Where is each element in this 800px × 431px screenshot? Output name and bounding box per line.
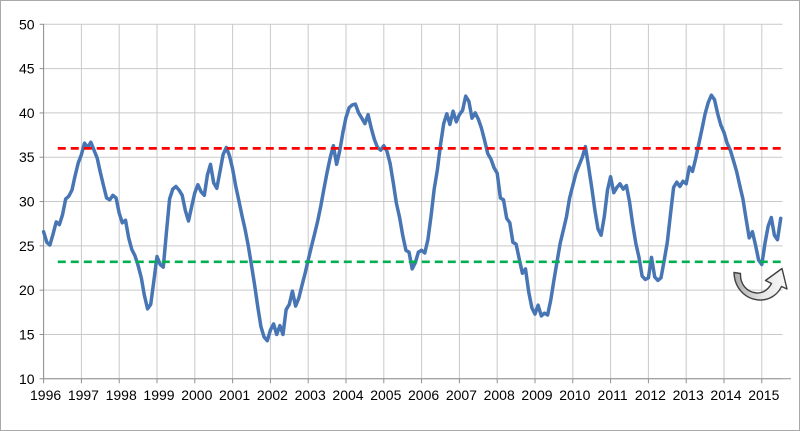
x-tick-label: 2009 [521, 387, 552, 403]
x-tick-label: 2001 [219, 387, 250, 403]
x-tick-label: 2006 [408, 387, 439, 403]
y-tick-label: 45 [19, 61, 35, 77]
x-tick-label: 2010 [559, 387, 590, 403]
axes [39, 23, 791, 384]
y-tick-label: 40 [19, 105, 35, 121]
x-tick-label: 2011 [598, 387, 628, 403]
data-series-line [41, 93, 783, 343]
x-tick-label: 2015 [748, 387, 779, 403]
y-tick-label: 15 [19, 326, 35, 342]
x-tick-label: 2008 [484, 387, 515, 403]
y-tick-label: 30 [19, 194, 35, 210]
x-tick-label: 2000 [181, 387, 212, 403]
x-tick-label: 2014 [710, 387, 741, 403]
x-tick-label: 1999 [143, 387, 174, 403]
x-tick-label: 1996 [30, 387, 61, 403]
y-tick-label: 35 [19, 149, 35, 165]
axis-tick-labels: 10 15 20 25 30 35 40 45 50 1996 1997 1998 1999 2000 20… [19, 16, 780, 403]
y-tick-label: 50 [19, 16, 35, 32]
x-tick-label: 2005 [370, 387, 401, 403]
curved-up-arrow-icon [733, 267, 788, 301]
reference-lines [57, 147, 781, 264]
x-tick-label: 2007 [446, 387, 477, 403]
y-tick-label: 10 [19, 371, 35, 387]
x-tick-label: 2002 [257, 387, 288, 403]
x-tick-label: 2003 [295, 387, 326, 403]
y-tick-label: 20 [19, 282, 35, 298]
x-tick-label: 2013 [673, 387, 704, 403]
gridlines [43, 23, 783, 380]
x-tick-label: 2004 [332, 387, 363, 403]
x-tick-label: 2012 [635, 387, 666, 403]
x-tick-label: 1997 [68, 387, 99, 403]
y-tick-label: 25 [19, 238, 35, 254]
x-tick-label: 1998 [106, 387, 137, 403]
